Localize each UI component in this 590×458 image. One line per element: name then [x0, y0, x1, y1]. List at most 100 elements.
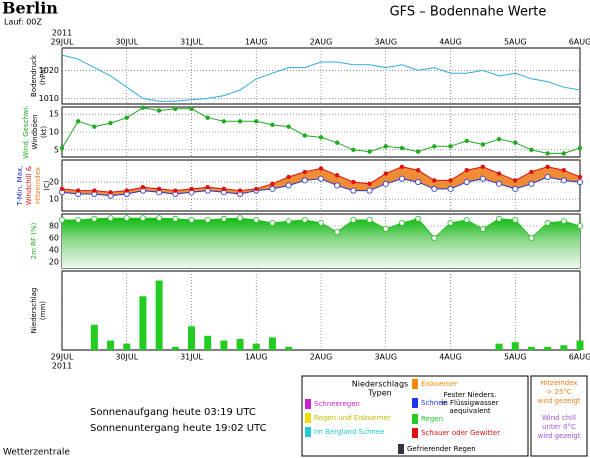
bar — [171, 346, 179, 350]
point — [334, 173, 340, 178]
point — [432, 178, 437, 183]
legend-note: aequivalent — [449, 407, 491, 415]
legend-box — [530, 375, 588, 457]
bar — [139, 296, 147, 350]
point — [398, 219, 405, 226]
bar — [90, 324, 98, 350]
point — [480, 164, 486, 169]
point — [205, 184, 210, 190]
y-axis-label: Hitzeindex — [34, 167, 42, 204]
point — [529, 169, 534, 175]
x-tick-label: 5AUG — [504, 38, 527, 47]
bar — [560, 345, 568, 350]
point — [351, 147, 356, 153]
year: 2011 — [52, 362, 72, 371]
heat-note: Hitzeindex — [540, 379, 577, 387]
point — [398, 175, 405, 182]
point — [92, 188, 97, 193]
point — [205, 115, 210, 120]
point — [75, 119, 81, 124]
y-axis-label: T-Min, Max, — [16, 166, 24, 207]
point — [270, 122, 275, 128]
point — [415, 167, 421, 173]
chill-note: Wind chill — [542, 414, 576, 422]
point — [545, 151, 550, 156]
point — [334, 140, 340, 145]
bar — [544, 346, 552, 350]
legend-label: Schauer oder Gewitter — [421, 429, 500, 437]
point — [577, 222, 584, 229]
point — [383, 171, 388, 176]
point — [513, 178, 518, 183]
point — [512, 216, 519, 223]
x-tick-label: 6AUG — [569, 38, 590, 47]
station: Berlin — [2, 0, 58, 18]
y-tick-label: 20 — [49, 178, 59, 187]
point — [545, 164, 550, 169]
year: 2011 — [52, 29, 72, 38]
precip-legend: Niederschlags Typen Fester Nieders. in F… — [301, 375, 529, 457]
point — [220, 215, 227, 222]
x-tick-label: 31JUL — [180, 353, 203, 362]
point — [431, 185, 438, 192]
point — [286, 174, 291, 180]
bar — [576, 340, 584, 350]
x-tick-label: 6AUG — [569, 353, 590, 362]
point — [123, 215, 130, 222]
y-axis-label: 2m RF (%) — [30, 222, 38, 259]
y-axis-label: (mm) — [39, 301, 47, 320]
bar — [527, 346, 535, 350]
title: GFS – Bodennahe Werte — [390, 5, 547, 20]
point — [156, 186, 162, 192]
y-axis-label: (kt) — [40, 126, 48, 139]
line — [61, 54, 581, 102]
point — [382, 225, 389, 232]
point — [92, 124, 97, 129]
panel: 10 20 T-Min, Max, Windchill & Hitzeindex (C) — [16, 159, 584, 212]
point — [560, 218, 567, 225]
point — [286, 124, 291, 129]
point — [124, 115, 129, 120]
y-tick-label: 1020 — [39, 66, 59, 75]
bar — [188, 326, 195, 350]
point — [366, 187, 373, 194]
panel: Niederschlag (mm) — [30, 270, 584, 351]
point — [577, 145, 583, 151]
y-tick-label: 60 — [49, 234, 59, 243]
y-tick-label: 20 — [49, 258, 59, 267]
point — [448, 178, 453, 183]
x-tick-label: 3AUG — [374, 353, 397, 362]
point — [415, 215, 422, 222]
legend-label: Eiskoerner — [421, 380, 458, 388]
point — [189, 106, 194, 111]
point — [431, 234, 438, 241]
legend-swatch — [412, 379, 418, 389]
x-tick-label: 4AUG — [439, 38, 462, 47]
heat-note: > 25°C — [546, 388, 571, 396]
point — [270, 181, 275, 186]
point — [140, 184, 146, 190]
x-tick-label: 1AUG — [245, 353, 268, 362]
point — [512, 185, 519, 192]
point — [447, 219, 454, 226]
legend-note: Fester Nieders. — [444, 391, 497, 399]
point — [172, 215, 179, 222]
point — [350, 187, 357, 194]
point — [253, 216, 260, 223]
point — [269, 185, 276, 192]
x-tick-label: 2AUG — [310, 38, 333, 47]
point — [448, 144, 453, 149]
legend-swatch — [412, 414, 418, 424]
point — [334, 228, 341, 235]
point — [59, 186, 65, 192]
y-tick-label: 5 — [54, 145, 59, 154]
point — [254, 119, 259, 124]
point — [463, 179, 470, 186]
sunrise: Sonnenaufgang heute 03:19 UTC — [90, 407, 256, 418]
x-tick-label: 30JUL — [115, 353, 138, 362]
point — [496, 136, 502, 142]
point — [561, 151, 567, 156]
x-tick-label: 31JUL — [180, 38, 203, 47]
legend-swatch — [412, 398, 418, 408]
